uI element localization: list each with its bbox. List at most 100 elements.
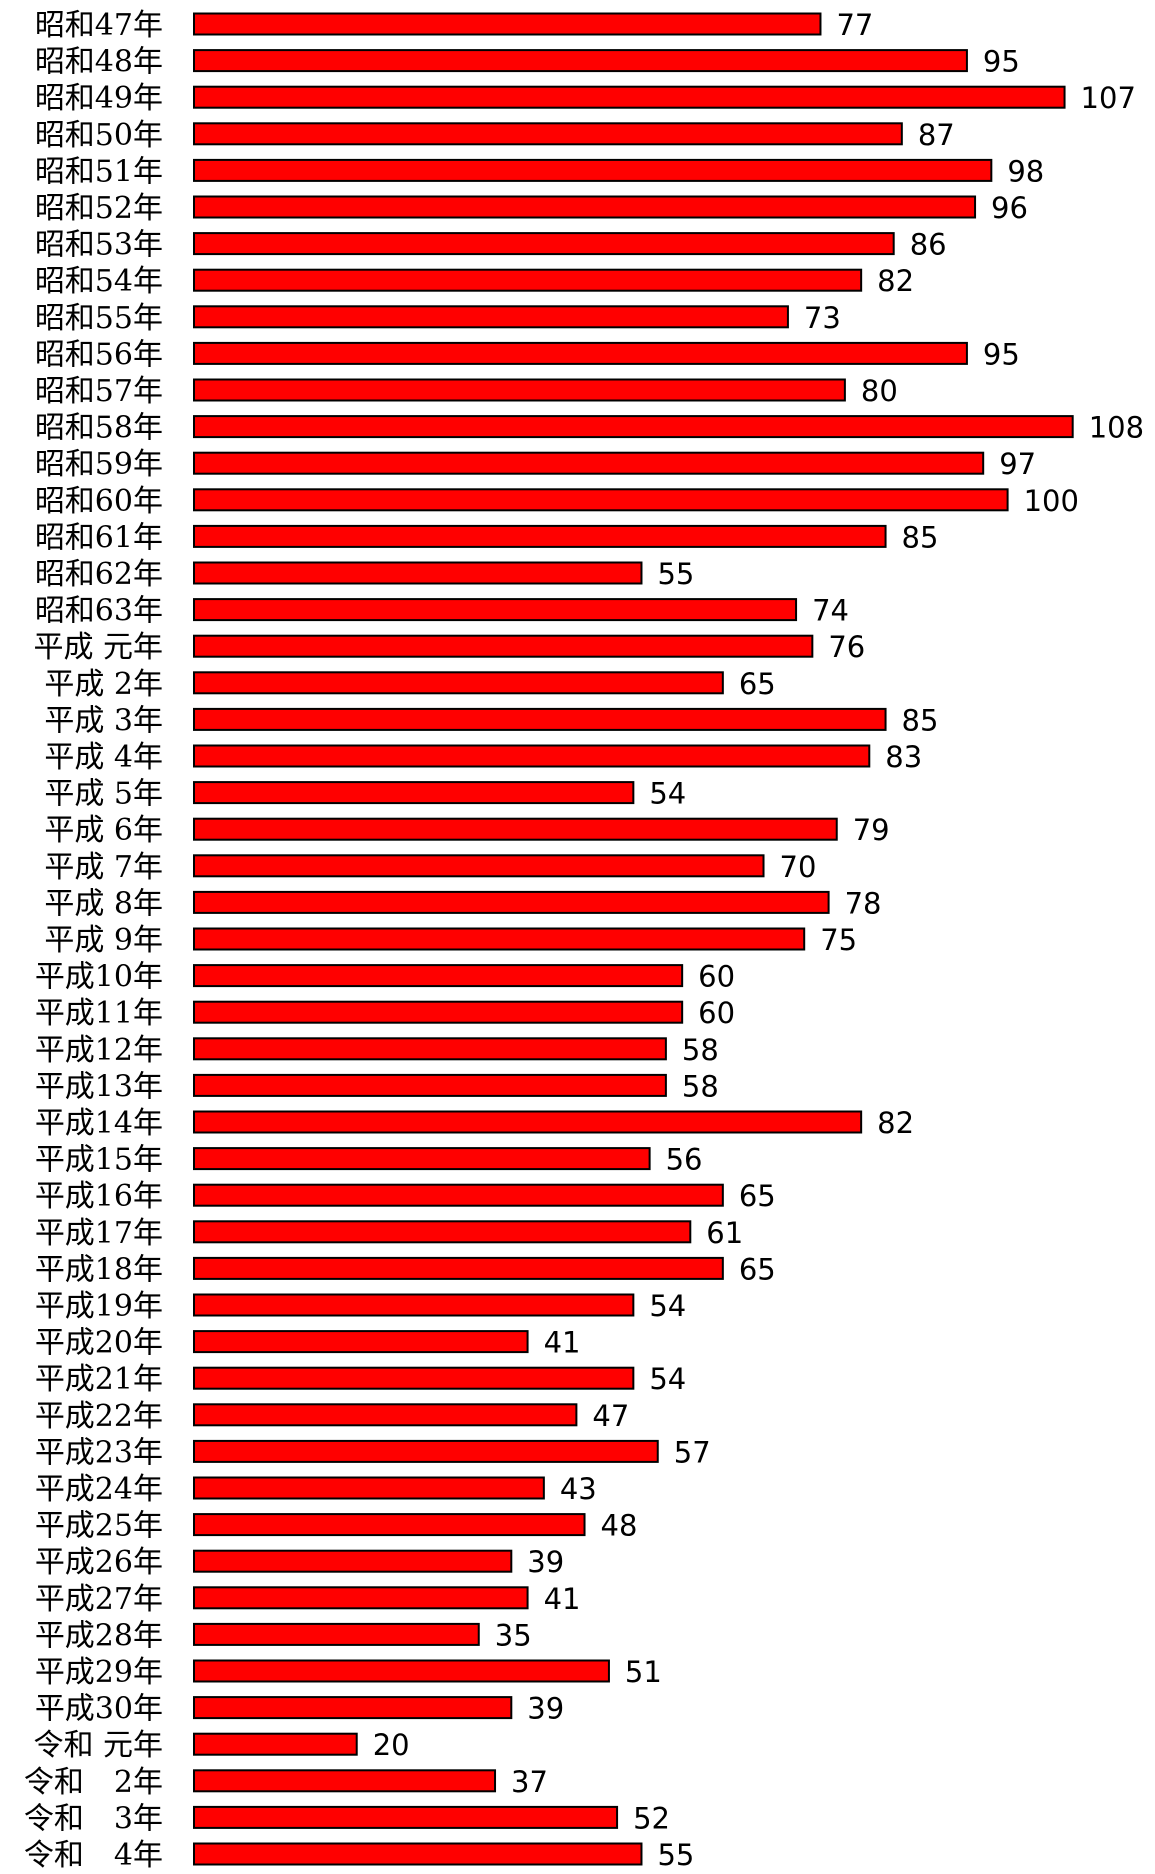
category-label: 昭和48年 <box>35 45 163 80</box>
value-label: 82 <box>877 264 914 298</box>
category-label: 昭和57年 <box>35 374 163 409</box>
bar <box>193 232 895 256</box>
category-label: 平成20年 <box>35 1326 163 1361</box>
category-label: 平成15年 <box>35 1143 163 1178</box>
bar <box>193 1805 619 1829</box>
bar <box>193 12 822 36</box>
bar <box>193 744 871 768</box>
bar <box>193 1549 513 1573</box>
category-label: 平成28年 <box>35 1618 163 1653</box>
bar <box>193 890 830 914</box>
bar <box>193 158 993 182</box>
value-label: 85 <box>902 703 939 737</box>
value-label: 58 <box>682 1069 719 1103</box>
bar <box>193 1696 513 1720</box>
bar <box>193 268 863 292</box>
value-label: 39 <box>527 1692 564 1726</box>
value-label: 85 <box>902 520 939 554</box>
bar <box>193 634 814 658</box>
value-label: 54 <box>649 1289 686 1323</box>
value-label: 108 <box>1089 411 1144 445</box>
value-label: 20 <box>373 1728 410 1762</box>
value-label: 55 <box>657 557 694 591</box>
category-label: 平成29年 <box>35 1655 163 1690</box>
value-label: 37 <box>511 1765 548 1799</box>
value-label: 35 <box>495 1618 532 1652</box>
value-label: 107 <box>1081 81 1136 115</box>
bar <box>193 598 798 622</box>
category-label: 令和 3年 <box>24 1801 163 1836</box>
bar <box>193 927 806 951</box>
bar <box>193 1256 724 1280</box>
category-label: 昭和62年 <box>35 557 163 592</box>
bar <box>193 1622 480 1646</box>
bar <box>193 451 985 475</box>
category-label: 平成26年 <box>35 1545 163 1580</box>
category-label: 平成 4年 <box>44 740 163 775</box>
bar <box>193 1769 497 1793</box>
category-label: 昭和56年 <box>35 337 163 372</box>
bar <box>193 1220 692 1244</box>
category-label: 平成22年 <box>35 1399 163 1434</box>
bar <box>193 1476 545 1500</box>
value-label: 96 <box>991 191 1028 225</box>
category-label: 平成16年 <box>35 1179 163 1214</box>
value-label: 61 <box>706 1216 743 1250</box>
category-label: 平成 3年 <box>44 703 163 738</box>
value-label: 82 <box>877 1106 914 1140</box>
value-label: 55 <box>657 1838 694 1872</box>
category-label: 平成12年 <box>35 1033 163 1068</box>
category-label: 平成 6年 <box>44 813 163 848</box>
bar <box>193 341 968 365</box>
value-label: 95 <box>983 337 1020 371</box>
category-label: 昭和61年 <box>35 520 163 555</box>
value-label: 65 <box>739 667 776 701</box>
bar <box>193 1293 635 1317</box>
value-label: 87 <box>918 118 955 152</box>
category-label: 昭和54年 <box>35 264 163 299</box>
value-label: 54 <box>649 777 686 811</box>
bar <box>193 1366 635 1390</box>
value-label: 60 <box>698 996 735 1030</box>
value-label: 76 <box>828 630 865 664</box>
category-label: 平成25年 <box>35 1509 163 1544</box>
value-label: 43 <box>560 1472 597 1506</box>
category-label: 平成17年 <box>35 1216 163 1251</box>
category-label: 昭和63年 <box>35 594 163 629</box>
bar <box>193 817 838 841</box>
category-label: 平成18年 <box>35 1252 163 1287</box>
value-label: 70 <box>780 850 817 884</box>
value-label: 54 <box>649 1362 686 1396</box>
bar <box>193 1110 863 1134</box>
category-label: 昭和49年 <box>35 81 163 116</box>
bar <box>193 1183 724 1207</box>
category-label: 昭和59年 <box>35 447 163 482</box>
value-label: 86 <box>910 228 947 262</box>
category-label: 令和 元年 <box>33 1728 163 1763</box>
value-label: 97 <box>999 447 1036 481</box>
value-label: 100 <box>1024 484 1079 518</box>
category-label: 平成30年 <box>35 1692 163 1727</box>
value-label: 75 <box>820 923 857 957</box>
bar <box>193 415 1074 439</box>
bar <box>193 1659 610 1683</box>
category-label: 平成 2年 <box>44 667 163 702</box>
category-label: 昭和53年 <box>35 228 163 263</box>
bar <box>193 1513 586 1537</box>
category-label: 昭和47年 <box>35 8 163 43</box>
value-label: 52 <box>633 1801 670 1835</box>
bar <box>193 1732 358 1756</box>
value-label: 48 <box>601 1509 638 1543</box>
value-label: 65 <box>739 1252 776 1286</box>
value-label: 95 <box>983 45 1020 79</box>
value-label: 58 <box>682 1033 719 1067</box>
value-label: 57 <box>674 1435 711 1469</box>
category-label: 平成 8年 <box>44 886 163 921</box>
value-label: 83 <box>885 740 922 774</box>
bar <box>193 122 903 146</box>
value-label: 60 <box>698 960 735 994</box>
category-label: 平成 5年 <box>44 777 163 812</box>
bar <box>193 1330 529 1354</box>
category-label: 昭和52年 <box>35 191 163 226</box>
